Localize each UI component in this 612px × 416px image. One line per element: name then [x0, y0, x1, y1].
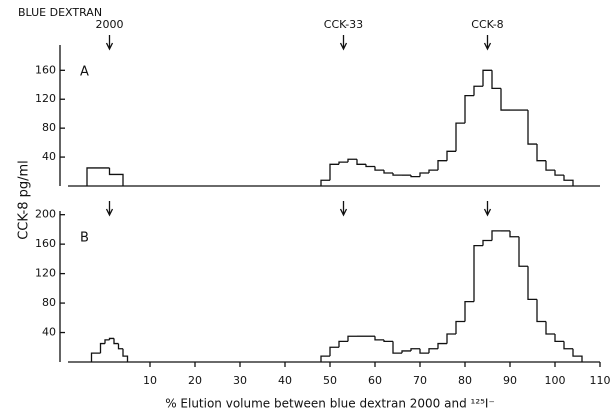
histogram-bin [482, 239, 492, 246]
y-tick-label: 80 [42, 296, 56, 309]
histogram-bin [554, 334, 564, 343]
histogram-bin [90, 352, 101, 362]
histogram-bin [437, 160, 447, 171]
histogram-bin [563, 175, 574, 186]
histogram-bin [464, 300, 474, 322]
histogram-bin [338, 340, 348, 348]
histogram-bin [329, 163, 339, 181]
arrow-label: CCK-33 [324, 18, 363, 31]
histogram-bin [113, 338, 119, 345]
histogram-bin [554, 170, 564, 176]
histogram-bin [86, 167, 110, 186]
histogram-bin [536, 144, 546, 162]
y-tick-label: 160 [35, 237, 56, 250]
histogram-bin [572, 348, 583, 362]
x-tick-label: 50 [323, 374, 337, 387]
x-axis-label: % Elution volume between blue dextran 20… [165, 397, 495, 411]
arrow-label: CCK-8 [471, 18, 503, 31]
histogram-bin [374, 166, 384, 171]
histogram-bin [383, 339, 393, 343]
histogram-bin [545, 321, 555, 335]
x-tick-label: 30 [233, 374, 247, 387]
histogram-bin [527, 110, 537, 145]
histogram-bin [446, 333, 456, 344]
histogram-bin [419, 172, 429, 177]
histogram-bin [455, 122, 465, 152]
histogram-bin [410, 175, 420, 178]
y-tick-label: 40 [42, 326, 56, 339]
histogram-bin [536, 299, 546, 323]
histogram-bin [356, 159, 366, 165]
panel-label: A [80, 65, 89, 80]
histogram-bin [455, 320, 465, 335]
histogram-bin [99, 342, 105, 354]
histogram-bin [320, 355, 330, 362]
histogram-bin [383, 170, 393, 174]
y-tick-label: 80 [42, 121, 56, 134]
histogram-bin [410, 348, 420, 351]
histogram-bin [329, 346, 339, 357]
panel-label: B [80, 231, 89, 246]
histogram-bin [473, 244, 483, 302]
histogram-bin [419, 348, 429, 354]
x-tick-label: 20 [188, 374, 202, 387]
histogram-bin [437, 342, 447, 349]
x-tick-label: 90 [503, 374, 517, 387]
histogram-bin [464, 94, 474, 124]
y-tick-label: 120 [35, 267, 56, 280]
histogram-bin [365, 164, 375, 168]
histogram-bin [338, 161, 348, 165]
x-tick-label: 40 [278, 374, 292, 387]
histogram-bin [428, 169, 438, 173]
histogram-bin [374, 336, 384, 341]
histogram-bin [122, 348, 129, 362]
y-tick-label: 120 [35, 92, 56, 105]
histogram-bin [500, 88, 510, 111]
histogram-bin [491, 70, 501, 90]
x-tick-label: 110 [590, 374, 611, 387]
x-tick-label: 60 [368, 374, 382, 387]
histogram-bin [320, 179, 330, 186]
x-tick-label: 80 [458, 374, 472, 387]
y-tick-label: 40 [42, 150, 56, 163]
arrow [105, 35, 114, 51]
histogram-bin [347, 335, 357, 342]
x-tick-label: 10 [143, 374, 157, 387]
arrow [105, 201, 114, 217]
y-tick-label: 200 [35, 208, 56, 221]
histogram-bin [347, 158, 357, 163]
histogram-bin [527, 266, 537, 301]
histogram-bin [491, 230, 501, 241]
histogram-bin [473, 85, 483, 96]
arrow-label: 2000 [96, 18, 124, 31]
arrow [339, 35, 348, 51]
histogram-bin [446, 150, 456, 161]
histogram-bin [509, 230, 519, 238]
header-label: BLUE DEXTRAN [18, 6, 102, 19]
x-tick-label: 100 [545, 374, 566, 387]
y-tick-label: 160 [35, 63, 56, 76]
histogram-bin [545, 160, 555, 171]
histogram-bin [401, 350, 411, 354]
histogram-bin [392, 172, 402, 176]
arrow [339, 201, 348, 217]
y-axis-label: CCK-8 pg/ml [17, 160, 32, 240]
arrow [483, 201, 492, 217]
histogram-bin [108, 337, 114, 340]
histogram-bin [104, 339, 110, 344]
histogram-bin [392, 341, 402, 354]
histogram-bin [428, 348, 438, 354]
arrow [483, 35, 492, 51]
histogram-bin [482, 69, 492, 87]
x-tick-label: 70 [413, 374, 427, 387]
histogram-bin [518, 236, 528, 267]
histogram-bin [563, 341, 573, 350]
histogram-bin [117, 343, 123, 350]
histogram-bin [108, 167, 124, 186]
